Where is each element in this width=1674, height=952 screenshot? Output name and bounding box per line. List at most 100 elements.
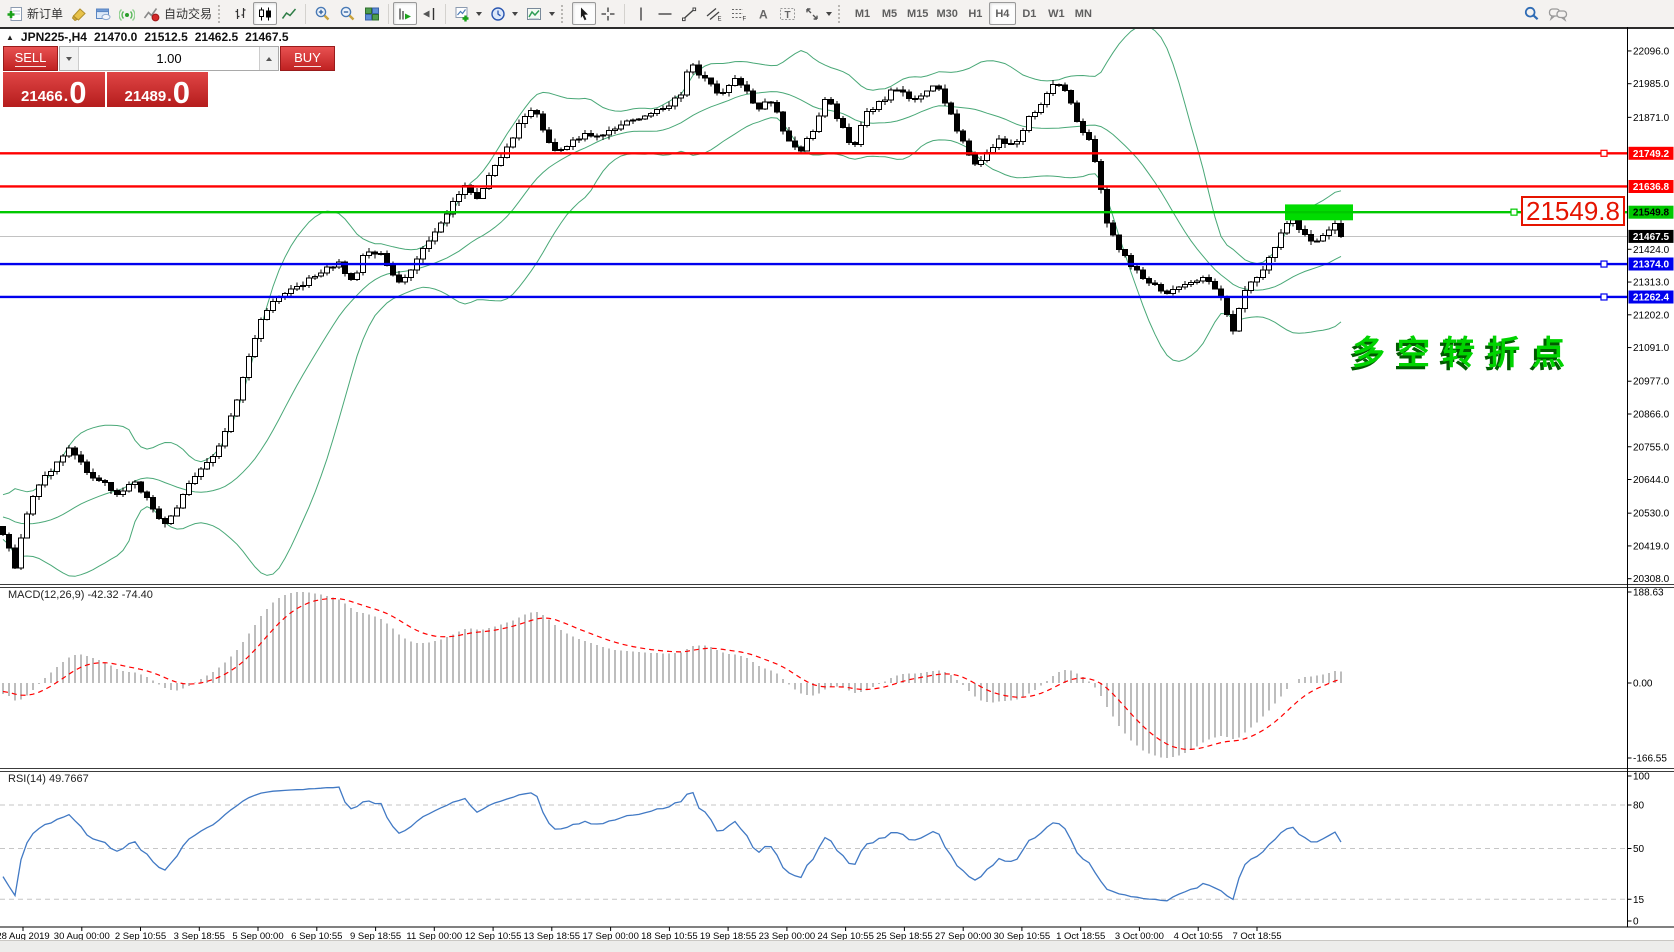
collapse-panel-icon[interactable]: ▲ bbox=[6, 32, 14, 42]
price-tick-label: 21871.0 bbox=[1633, 113, 1670, 124]
timeframe-mn[interactable]: MN bbox=[1070, 2, 1097, 25]
toolbar-group-chart-type bbox=[229, 0, 301, 27]
line-handle[interactable] bbox=[1510, 208, 1518, 216]
autotrading-button[interactable]: 自动交易 bbox=[139, 2, 216, 25]
ohlc-open: 21470.0 bbox=[93, 30, 138, 44]
bar-chart-button[interactable] bbox=[229, 2, 253, 25]
price-callout-box[interactable]: 21549.8 bbox=[1521, 196, 1625, 226]
candle bbox=[1062, 84, 1068, 91]
candle bbox=[750, 90, 756, 104]
text-label-button[interactable]: T bbox=[775, 2, 800, 25]
periods-dropdown[interactable] bbox=[486, 2, 522, 25]
new-chart-dropdown[interactable] bbox=[450, 2, 486, 25]
candle bbox=[342, 261, 348, 275]
sell-price-int: 21466 bbox=[21, 87, 63, 105]
fibonacci-icon: F bbox=[732, 8, 747, 22]
candle bbox=[138, 481, 144, 493]
current-price-tag bbox=[1628, 229, 1674, 243]
time-axis-label: 5 Sep 00:00 bbox=[232, 931, 283, 942]
candle bbox=[450, 201, 456, 215]
candle bbox=[1302, 229, 1308, 236]
sell-button[interactable]: SELL bbox=[3, 46, 58, 71]
volume-increase-button[interactable] bbox=[259, 47, 278, 70]
candle bbox=[66, 447, 72, 457]
price-tick-label: 22096.0 bbox=[1633, 46, 1670, 57]
profiles-button[interactable] bbox=[91, 2, 115, 25]
candle bbox=[564, 146, 570, 151]
cursor-button[interactable] bbox=[572, 2, 597, 25]
line-handle[interactable] bbox=[1600, 260, 1608, 268]
signals-button[interactable] bbox=[115, 2, 139, 25]
candle bbox=[570, 139, 576, 147]
volume-input[interactable] bbox=[79, 47, 259, 70]
timeframe-h4[interactable]: H4 bbox=[988, 2, 1016, 25]
timeframe-m30[interactable]: M30 bbox=[932, 2, 961, 25]
tile-windows-button[interactable] bbox=[360, 2, 384, 25]
candle bbox=[912, 98, 918, 100]
line-chart-button[interactable] bbox=[277, 2, 301, 25]
chart-shift-button[interactable] bbox=[417, 2, 441, 25]
line-handle[interactable] bbox=[1600, 149, 1608, 157]
level-price-tag bbox=[1628, 180, 1674, 193]
timeframe-m5[interactable]: M5 bbox=[876, 2, 903, 25]
candle bbox=[1224, 296, 1230, 316]
line-handle[interactable] bbox=[1600, 293, 1608, 301]
text-a-icon: A bbox=[759, 7, 768, 21]
candle bbox=[456, 194, 462, 203]
search-icon bbox=[1524, 6, 1539, 21]
macd-histogram bbox=[2, 592, 1342, 758]
timeframe-m1[interactable]: M1 bbox=[849, 2, 876, 25]
candle bbox=[270, 300, 276, 312]
candle bbox=[492, 165, 498, 177]
arrows-dropdown[interactable] bbox=[800, 2, 836, 25]
trendline-button[interactable] bbox=[677, 2, 701, 25]
buy-button[interactable]: BUY bbox=[280, 46, 335, 71]
toolbar-drag-handle[interactable] bbox=[218, 4, 225, 23]
price-tick-label: 21202.0 bbox=[1633, 310, 1670, 321]
timeframe-m15[interactable]: M15 bbox=[903, 2, 932, 25]
level-price-tag-text: 21636.8 bbox=[1633, 182, 1670, 193]
chat-button[interactable] bbox=[1544, 2, 1572, 25]
chart-styles-button[interactable] bbox=[67, 2, 91, 25]
timeframe-d1[interactable]: D1 bbox=[1016, 2, 1043, 25]
candle bbox=[294, 285, 300, 290]
chart-canvas[interactable]: 22096.0 21985.0 21871.0 21424.0 21313.0 21202… bbox=[0, 27, 1674, 952]
vertical-line-button[interactable] bbox=[629, 2, 653, 25]
candle bbox=[366, 251, 372, 256]
candle bbox=[240, 377, 246, 401]
text-button[interactable]: A bbox=[751, 2, 775, 25]
candle bbox=[762, 101, 768, 110]
toolbar-drag-handle[interactable] bbox=[561, 4, 568, 23]
candle bbox=[72, 447, 78, 456]
candle bbox=[186, 482, 192, 495]
auto-scroll-button[interactable] bbox=[393, 2, 418, 25]
macd-tick-label: 0.00 bbox=[1633, 679, 1653, 690]
candle bbox=[0, 525, 6, 536]
crosshair-button[interactable] bbox=[596, 2, 620, 25]
timeframe-w1[interactable]: W1 bbox=[1043, 2, 1070, 25]
buy-price[interactable]: 21489. 0 bbox=[106, 72, 208, 108]
zoom-in-button[interactable] bbox=[310, 2, 335, 25]
zoom-out-button[interactable] bbox=[335, 2, 360, 25]
new-order-button[interactable]: 新订单 bbox=[2, 2, 67, 25]
rsi-tick-label: 80 bbox=[1633, 801, 1645, 812]
equidistant-channel-button[interactable]: E bbox=[701, 2, 726, 25]
rsi-tick-label: 50 bbox=[1633, 844, 1645, 855]
candle bbox=[132, 481, 138, 485]
fibonacci-button[interactable]: F bbox=[726, 2, 751, 25]
indicators-dropdown[interactable] bbox=[522, 2, 559, 25]
candlestick-chart-button[interactable] bbox=[253, 2, 278, 25]
time-axis-label: 7 Oct 18:55 bbox=[1232, 931, 1281, 942]
toolbar-drag-handle[interactable] bbox=[838, 4, 845, 23]
chart-annotation-text[interactable]: 多空转折点 bbox=[1352, 334, 1577, 371]
timeframe-h1[interactable]: H1 bbox=[962, 2, 989, 25]
candle bbox=[1338, 223, 1344, 237]
candle bbox=[642, 115, 648, 120]
signals-icon bbox=[119, 8, 136, 21]
search-button[interactable] bbox=[1519, 2, 1544, 25]
candle bbox=[852, 142, 858, 146]
horizontal-line-button[interactable] bbox=[653, 2, 677, 25]
volume-decrease-button[interactable] bbox=[60, 47, 79, 70]
chart-shift-icon bbox=[423, 7, 435, 20]
sell-price[interactable]: 21466. 0 bbox=[3, 72, 105, 108]
